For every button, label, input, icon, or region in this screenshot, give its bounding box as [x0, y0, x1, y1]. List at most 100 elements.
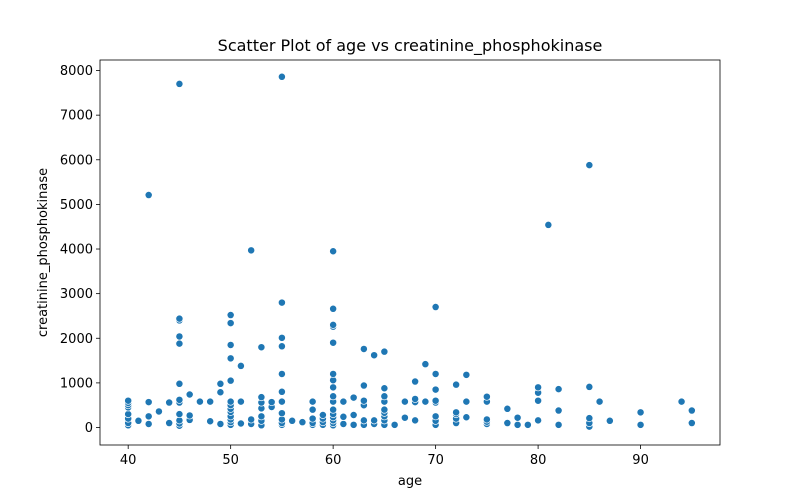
data-point: [195, 397, 204, 406]
x-tick-label: 90: [632, 453, 649, 468]
y-axis-ticks: 0 1000 2000 3000 4000 5000 6000 7000 8000: [60, 64, 100, 436]
data-point: [411, 395, 420, 403]
data-point: [226, 397, 235, 406]
data-point: [175, 395, 184, 404]
data-point: [554, 385, 563, 394]
data-point: [288, 416, 297, 425]
data-point: [247, 246, 256, 255]
data-point: [503, 419, 512, 427]
data-point: [534, 383, 543, 392]
data-point: [277, 298, 286, 307]
data-point: [124, 396, 133, 405]
data-point: [462, 370, 471, 379]
data-point: [534, 416, 543, 425]
data-point: [257, 343, 266, 352]
data-point: [452, 408, 461, 417]
data-point: [277, 370, 286, 378]
data-point: [257, 393, 266, 402]
data-point: [236, 361, 245, 370]
data-point: [585, 414, 594, 423]
x-axis-label: age: [398, 474, 422, 489]
data-point: [318, 411, 327, 419]
y-tick-label: 4000: [60, 243, 93, 258]
data-point: [462, 397, 471, 406]
data-point: [431, 303, 440, 311]
data-point: [595, 397, 604, 406]
data-point: [329, 405, 338, 414]
y-axis-label: creatinine_phosphokinase: [36, 168, 51, 337]
data-point: [636, 408, 645, 417]
data-point: [175, 332, 184, 341]
data-point: [390, 420, 399, 429]
data-point: [175, 314, 184, 323]
data-point: [411, 416, 420, 425]
data-point: [185, 411, 194, 420]
data-point: [359, 345, 368, 353]
data-point: [236, 397, 245, 406]
data-point: [298, 418, 307, 427]
data-point: [175, 339, 184, 348]
data-point: [380, 405, 389, 414]
data-point: [226, 311, 235, 320]
data-point: [544, 220, 553, 229]
data-point: [554, 406, 563, 415]
data-point: [421, 397, 430, 406]
y-tick-label: 7000: [60, 109, 93, 124]
data-point: [144, 191, 153, 199]
data-point: [165, 398, 174, 407]
data-point: [411, 377, 420, 386]
data-point: [677, 397, 686, 406]
data-point: [329, 392, 338, 401]
data-point: [359, 381, 368, 390]
x-tick-label: 40: [120, 453, 137, 468]
data-point: [585, 382, 594, 391]
data-point: [257, 412, 266, 421]
data-point: [277, 387, 286, 396]
data-point: [687, 419, 696, 427]
data-point: [585, 161, 594, 170]
data-point: [308, 405, 317, 414]
y-tick-label: 0: [85, 421, 93, 436]
data-point: [339, 412, 348, 421]
data-point: [206, 397, 215, 406]
data-point: [431, 412, 440, 421]
data-point: [175, 79, 184, 88]
data-point: [216, 388, 225, 397]
data-point: [236, 419, 245, 428]
data-point: [400, 413, 409, 422]
data-point: [144, 412, 153, 421]
data-point: [349, 393, 358, 402]
data-point: [380, 392, 389, 401]
data-point: [277, 342, 286, 351]
data-point: [400, 397, 409, 406]
data-point: [380, 384, 389, 393]
data-point: [226, 319, 235, 328]
data-point: [134, 416, 143, 425]
data-point: [482, 415, 491, 424]
x-axis-ticks: 40 50 60 70 80 90: [120, 445, 649, 468]
data-point: [165, 419, 174, 427]
y-tick-label: 3000: [60, 287, 93, 302]
data-point: [431, 370, 440, 378]
x-tick-label: 50: [222, 453, 239, 468]
data-point: [277, 409, 286, 418]
data-point: [308, 397, 317, 406]
data-point: [277, 333, 286, 342]
data-point: [206, 417, 215, 426]
data-point: [482, 392, 491, 401]
data-point: [329, 247, 338, 256]
data-point: [513, 420, 522, 429]
data-point: [226, 341, 235, 349]
data-point: [503, 404, 512, 413]
data-point: [554, 420, 563, 429]
y-tick-label: 5000: [60, 198, 93, 213]
data-point: [452, 380, 461, 389]
data-point: [329, 338, 338, 347]
x-tick-label: 70: [427, 453, 444, 468]
data-point: [277, 72, 286, 81]
data-point: [124, 410, 133, 419]
chart-title: Scatter Plot of age vs creatinine_phosph…: [218, 36, 603, 56]
data-point: [359, 416, 368, 425]
data-point: [144, 398, 153, 407]
